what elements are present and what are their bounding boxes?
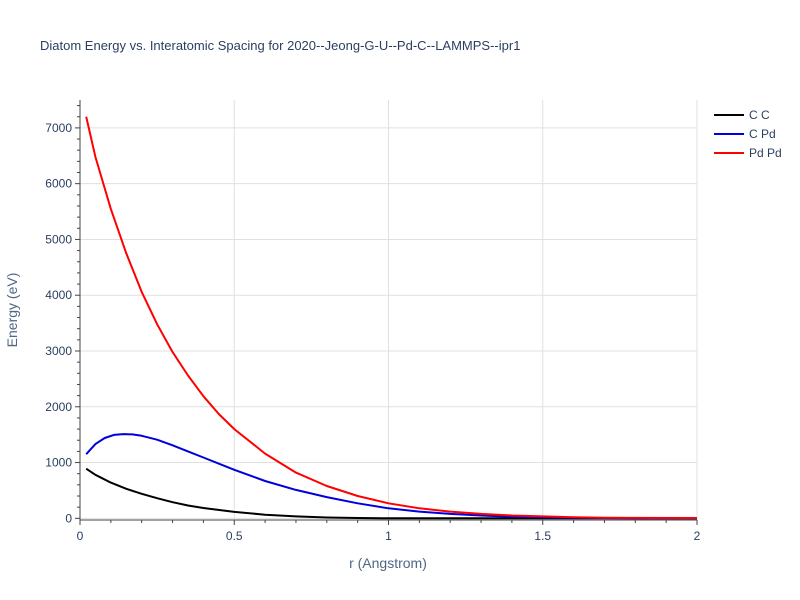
x-tick-label: 0.5 [226,529,243,543]
grid [80,100,698,520]
chart-title: Diatom Energy vs. Interatomic Spacing fo… [40,38,520,53]
legend-label: Pd Pd [749,146,782,160]
legend-item-c-c[interactable]: C C [714,108,770,122]
x-axis-title: r (Angstrom) [349,555,427,571]
y-axis-title: Energy (eV) [4,273,20,348]
legend-item-c-pd[interactable]: C Pd [714,127,776,141]
x-tick-label: 0 [77,529,84,543]
y-tick-label: 2000 [45,400,72,414]
y-tick-label: 1000 [45,456,72,470]
legend-label: C Pd [749,127,776,141]
legend[interactable]: C C C Pd Pd Pd [714,108,782,160]
series-line-c-c [85,467,697,520]
series-lines [85,116,698,520]
x-tick-label: 1 [385,529,392,543]
y-tick-label: 6000 [45,177,72,191]
axes: 0 1000 2000 3000 4000 5000 6000 7000 0 0.5 1 1.5 2 [45,100,701,543]
y-tick-label: 7000 [45,121,72,135]
x-tick-label: 1.5 [534,529,551,543]
legend-label: C C [749,108,770,122]
y-tick-label: 5000 [45,232,72,246]
series-line-pd-pd [85,116,698,519]
series-line-c-pd [85,433,698,520]
x-tick-label: 2 [694,529,701,543]
y-tick-label: 4000 [45,288,72,302]
legend-item-pd-pd[interactable]: Pd Pd [714,146,782,160]
y-tick-label: 0 [65,511,72,525]
y-tick-label: 3000 [45,344,72,358]
